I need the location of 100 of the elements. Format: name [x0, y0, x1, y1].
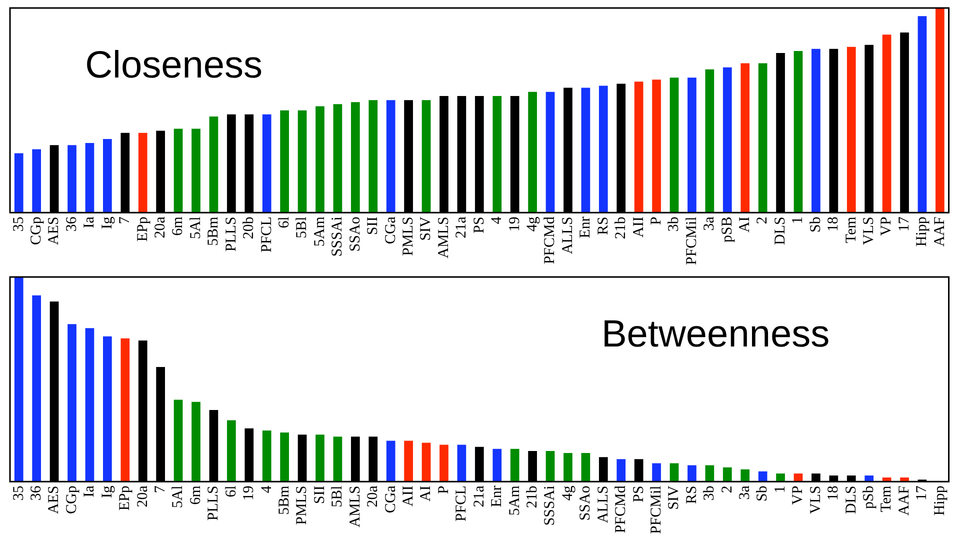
bar: [262, 114, 272, 213]
x-tick-label: 17: [914, 485, 930, 501]
x-tick-label: RS: [684, 486, 700, 504]
x-tick-label: 36: [28, 485, 45, 501]
x-tick-label: 2: [754, 216, 771, 224]
x-tick-label: DLS: [843, 486, 860, 514]
x-tick-label: 21b: [613, 216, 630, 240]
bar: [192, 128, 200, 213]
x-tick-label: CGa: [382, 485, 399, 514]
bar: [882, 34, 892, 213]
bar: [120, 338, 130, 482]
bar: [546, 92, 555, 213]
bar: [581, 88, 590, 213]
bar: [68, 324, 76, 482]
x-tick-label: PFCMil: [684, 216, 700, 266]
bar: [864, 476, 874, 482]
bar: [758, 63, 768, 213]
x-tick-label: PS: [471, 216, 488, 234]
x-tick-label: PFCL: [258, 216, 275, 252]
x-tick-label: PS: [630, 486, 647, 502]
bar: [422, 442, 431, 482]
bar: [546, 450, 555, 482]
x-tick-label: RS: [595, 216, 612, 235]
x-tick-label: AII: [400, 486, 416, 506]
x-tick-label: EPp: [134, 216, 151, 242]
x-tick-label: 20a: [134, 485, 151, 508]
bar: [510, 448, 520, 482]
x-tick-label: 20a: [152, 216, 168, 238]
x-tick-label: 3b: [666, 216, 682, 232]
x-tick-label: 35: [10, 216, 27, 232]
x-tick-label: PLLS: [223, 216, 240, 252]
x-tick-label: 5Bl: [294, 216, 310, 238]
x-tick-label: 5Bm: [276, 485, 292, 515]
x-tick-label: 5Bl: [330, 486, 346, 508]
x-tick-label: AII: [630, 216, 647, 238]
x-tick-label: 7: [117, 216, 134, 224]
x-tick-label: AAF: [896, 486, 912, 516]
bar: [581, 452, 590, 482]
x-tick-label: PFCL: [454, 486, 470, 522]
x-tick-label: 1: [790, 216, 806, 224]
x-tick-label: SII: [312, 486, 328, 504]
bar: [85, 143, 94, 213]
x-tick-label: Sb: [808, 216, 824, 232]
x-tick-label: 7: [152, 485, 168, 494]
bar: [652, 80, 661, 213]
bar: [492, 448, 502, 482]
x-tick-label: 18: [826, 216, 842, 232]
x-tick-label: AMLS: [347, 486, 364, 528]
x-tick-label: 1: [772, 486, 788, 494]
x-tick-label: CGp: [28, 216, 45, 245]
x-tick-label: 35: [10, 486, 27, 501]
x-tick-label: Hipp: [932, 486, 948, 516]
x-tick-label: SIV: [666, 485, 682, 510]
x-tick-label: AI: [418, 486, 434, 502]
bar: [386, 440, 396, 482]
x-tick-label: Sb: [754, 486, 771, 502]
x-tick-label: 21b: [524, 486, 540, 508]
x-tick-label: Ia: [82, 216, 98, 228]
x-tick-label: Ig: [99, 216, 116, 230]
x-tick-label: 36: [64, 216, 80, 232]
x-tick-label: pSB: [719, 216, 736, 242]
x-tick-label: PLLS: [206, 486, 222, 521]
x-tick-label: AES: [46, 216, 62, 245]
x-tick-label: Tem: [878, 485, 895, 512]
x-tick-label: Ig: [99, 485, 116, 498]
x-tick-label: 3a: [737, 485, 754, 500]
x-tick-label: PFCMd: [542, 216, 558, 264]
bar: [794, 50, 803, 213]
bar: [492, 96, 502, 213]
x-tick-label: PFCMd: [613, 485, 630, 534]
x-tick-label: 21a: [471, 485, 488, 508]
x-tick-label: PMLS: [294, 486, 310, 525]
x-tick-label: 4: [489, 216, 506, 224]
bar: [280, 432, 289, 482]
bar: [740, 469, 750, 482]
bar: [102, 138, 112, 213]
bar: [138, 132, 148, 213]
x-tick-label: 3b: [702, 486, 718, 501]
x-tick-label: VP: [878, 216, 895, 236]
x-tick-label: VP: [790, 486, 806, 505]
x-tick-label: VLS: [861, 216, 878, 245]
bar: [174, 400, 183, 482]
bar: [528, 92, 537, 213]
x-tick-label: 5Am: [506, 485, 523, 516]
bar: [404, 440, 413, 482]
x-tick-label: 21a: [454, 216, 470, 238]
bar: [652, 463, 661, 482]
bar: [226, 420, 236, 482]
bar: [846, 46, 856, 213]
bar: [634, 82, 644, 213]
x-tick-label: 4g: [524, 216, 540, 232]
x-tick-label: pSb: [861, 486, 878, 509]
x-tick-label: PFCMil: [648, 486, 664, 534]
x-tick-label: ALLS: [595, 486, 612, 524]
bar: [422, 100, 431, 213]
bar: [32, 149, 41, 213]
x-tick-label: AES: [46, 486, 62, 514]
bar: [280, 110, 289, 213]
bar: [598, 86, 608, 213]
x-tick-label: SSAo: [347, 216, 364, 252]
